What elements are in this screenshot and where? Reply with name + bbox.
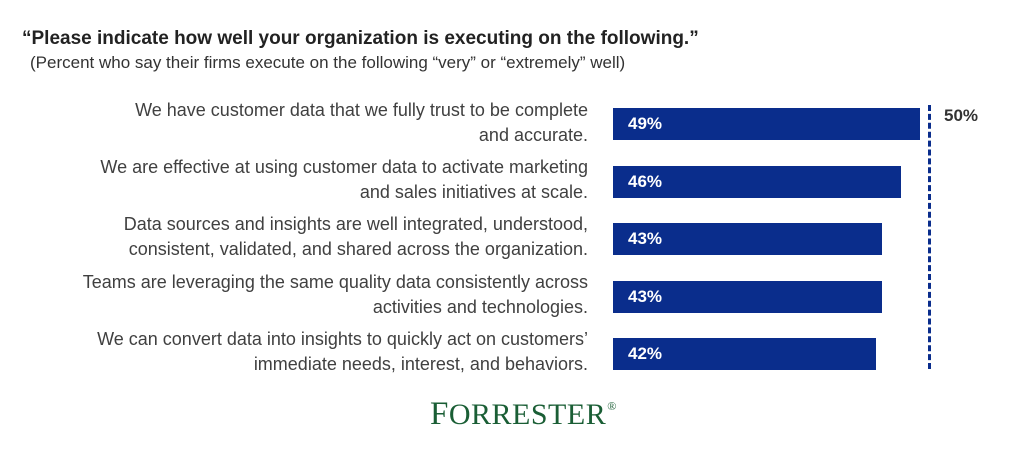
- category-label-line: consistent, validated, and shared across…: [128, 239, 588, 259]
- category-label: We are effective at using customer data …: [28, 155, 588, 205]
- chart-title: “Please indicate how well your organizat…: [22, 28, 699, 49]
- bar: 43%: [613, 281, 883, 313]
- bar-value-label: 43%: [628, 229, 663, 248]
- category-label: We can convert data into insights to qui…: [28, 327, 588, 377]
- bar: 46%: [613, 166, 901, 198]
- category-label-line: and accurate.: [478, 125, 588, 145]
- category-label: Data sources and insights are well integ…: [28, 212, 588, 262]
- chart-subtitle: (Percent who say their firms execute on …: [30, 53, 626, 72]
- category-label: Teams are leveraging the same quality da…: [28, 270, 588, 320]
- bar-value-label: 42%: [628, 344, 663, 363]
- bar: 42%: [613, 338, 876, 370]
- bar-value-label: 46%: [628, 172, 663, 191]
- bar-value-label: 43%: [628, 287, 663, 306]
- forrester-logo: FORRESTER®: [430, 396, 617, 432]
- bar: 49%: [613, 108, 920, 140]
- category-label-line: We have customer data that we fully trus…: [135, 100, 588, 120]
- category-label-line: activities and technologies.: [372, 297, 588, 317]
- category-label-line: We can convert data into insights to qui…: [97, 329, 588, 349]
- category-label-line: We are effective at using customer data …: [100, 157, 588, 177]
- bar-value-label: 49%: [628, 114, 663, 133]
- category-label-line: Teams are leveraging the same quality da…: [82, 272, 588, 292]
- category-label: We have customer data that we fully trus…: [28, 98, 588, 148]
- category-label-line: immediate needs, interest, and behaviors…: [253, 354, 588, 374]
- reference-line-label: 50%: [944, 106, 979, 125]
- bar: 43%: [613, 223, 883, 255]
- reference-line-50: [928, 105, 931, 369]
- category-label-line: Data sources and insights are well integ…: [123, 214, 588, 234]
- category-label-line: and sales initiatives at scale.: [359, 182, 588, 202]
